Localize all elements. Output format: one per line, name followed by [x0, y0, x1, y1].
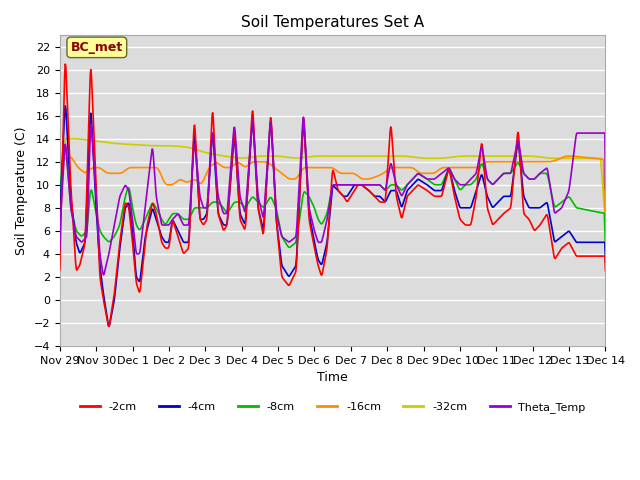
Theta_Temp [277, 231, 285, 237]
Text: BC_met: BC_met [70, 41, 123, 54]
-32cm [482, 153, 490, 159]
-16cm [481, 159, 489, 165]
-16cm [431, 170, 438, 176]
Theta_Temp [300, 114, 307, 120]
Theta_Temp [297, 157, 305, 163]
-2cm [432, 193, 440, 199]
Theta_Temp [56, 248, 63, 253]
-8cm [602, 245, 609, 251]
-4cm [298, 160, 305, 166]
-2cm [278, 271, 285, 277]
-4cm [602, 259, 609, 264]
Line: -32cm: -32cm [60, 139, 605, 222]
-2cm [298, 158, 305, 164]
-32cm [431, 156, 439, 161]
-4cm [56, 239, 63, 245]
-16cm [111, 170, 119, 176]
X-axis label: Time: Time [317, 371, 348, 384]
Theta_Temp [492, 178, 500, 184]
-32cm [61, 136, 69, 142]
-4cm [113, 276, 120, 281]
-8cm [297, 208, 305, 214]
-4cm [432, 188, 440, 193]
-8cm [277, 230, 285, 236]
Line: -2cm: -2cm [60, 64, 605, 326]
-2cm [113, 270, 120, 276]
Title: Soil Temperatures Set A: Soil Temperatures Set A [241, 15, 424, 30]
-32cm [56, 216, 63, 222]
-32cm [297, 155, 305, 161]
-4cm [278, 260, 285, 266]
Theta_Temp [483, 171, 490, 177]
-8cm [492, 179, 499, 184]
-16cm [492, 159, 499, 165]
-16cm [56, 220, 63, 226]
Legend: -2cm, -4cm, -8cm, -16cm, -32cm, Theta_Temp: -2cm, -4cm, -8cm, -16cm, -32cm, Theta_Te… [75, 398, 590, 418]
-8cm [61, 143, 69, 149]
-32cm [112, 141, 120, 146]
-16cm [296, 170, 304, 176]
-4cm [61, 103, 69, 109]
-4cm [492, 201, 500, 207]
-2cm [56, 267, 63, 273]
Line: -8cm: -8cm [60, 146, 605, 248]
-8cm [112, 230, 120, 236]
-16cm [564, 153, 572, 159]
-8cm [482, 172, 490, 178]
-2cm [492, 218, 500, 224]
-4cm [105, 324, 113, 329]
-8cm [431, 182, 439, 188]
-2cm [61, 61, 69, 67]
-32cm [602, 219, 609, 225]
-16cm [602, 219, 609, 225]
-8cm [56, 228, 63, 234]
Theta_Temp [100, 272, 108, 278]
-32cm [492, 153, 499, 159]
-2cm [602, 268, 609, 274]
Theta_Temp [432, 175, 440, 181]
-16cm [276, 169, 284, 175]
Theta_Temp [602, 186, 609, 192]
-4cm [483, 190, 490, 196]
Y-axis label: Soil Temperature (C): Soil Temperature (C) [15, 126, 28, 255]
-2cm [483, 194, 490, 200]
-2cm [105, 324, 113, 329]
-32cm [277, 154, 285, 159]
Line: Theta_Temp: Theta_Temp [60, 117, 605, 275]
Theta_Temp [112, 213, 120, 219]
Line: -4cm: -4cm [60, 106, 605, 326]
Line: -16cm: -16cm [60, 156, 605, 223]
